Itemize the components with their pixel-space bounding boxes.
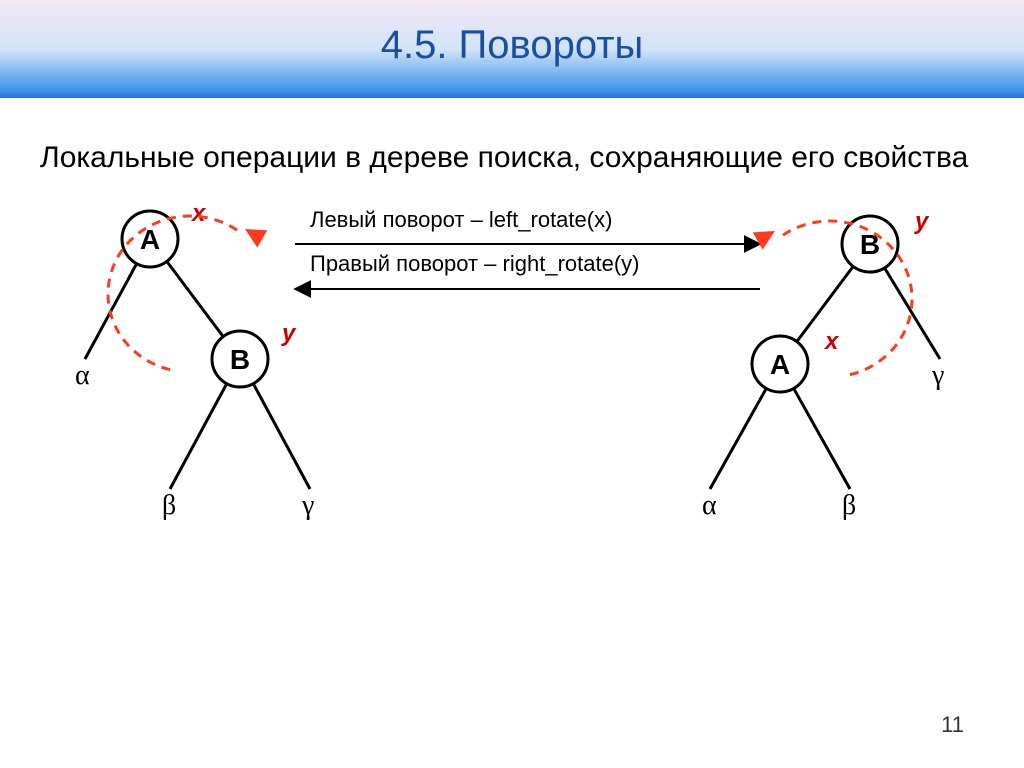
svg-text:γ: γ xyxy=(301,490,314,521)
svg-text:A: A xyxy=(770,349,790,380)
svg-text:α: α xyxy=(702,490,717,521)
svg-text:α: α xyxy=(75,360,90,391)
svg-text:y: y xyxy=(914,208,930,235)
slide-content: Локальные операции в дереве поиска, сохр… xyxy=(0,98,1024,609)
body-text: Локальные операции в дереве поиска, сохр… xyxy=(40,138,984,179)
slide-header: 4.5. Повороты xyxy=(0,0,1024,90)
page-number: 11 xyxy=(941,712,964,738)
svg-text:Левый поворот – left_rotate(x): Левый поворот – left_rotate(x) xyxy=(310,207,612,232)
svg-text:γ: γ xyxy=(931,360,944,391)
svg-text:Правый поворот – right_rotate(: Правый поворот – right_rotate(y) xyxy=(310,251,639,276)
rotation-diagram: AxByαβγByAxγαβЛевый поворот – left_rotat… xyxy=(40,189,984,609)
svg-text:y: y xyxy=(281,320,297,347)
slide-title: 4.5. Повороты xyxy=(381,23,644,68)
svg-text:x: x xyxy=(190,200,207,227)
diagram-svg: AxByαβγByAxγαβЛевый поворот – left_rotat… xyxy=(40,189,984,609)
header-divider xyxy=(0,90,1024,98)
svg-text:x: x xyxy=(823,328,840,355)
svg-text:β: β xyxy=(842,490,856,521)
svg-text:β: β xyxy=(162,490,176,521)
svg-text:B: B xyxy=(230,344,250,375)
